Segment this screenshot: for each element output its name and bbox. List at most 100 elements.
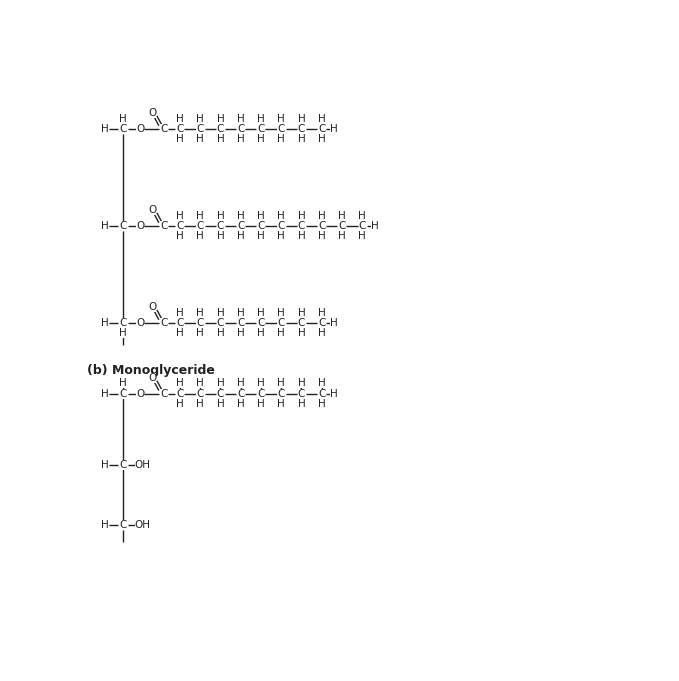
Text: H: H xyxy=(297,210,306,221)
Text: H: H xyxy=(277,379,285,388)
Text: H: H xyxy=(338,210,346,221)
Text: C: C xyxy=(257,221,265,231)
Text: C: C xyxy=(119,460,126,469)
Text: H: H xyxy=(176,210,184,221)
Text: C: C xyxy=(119,389,126,398)
Text: C: C xyxy=(318,221,325,231)
Text: H: H xyxy=(297,379,306,388)
Text: C: C xyxy=(297,221,305,231)
Text: H: H xyxy=(101,389,109,398)
Text: C: C xyxy=(217,389,224,398)
Text: H: H xyxy=(257,399,265,409)
Text: OH: OH xyxy=(134,460,151,469)
Text: C: C xyxy=(237,221,244,231)
Text: H: H xyxy=(277,114,285,124)
Text: H: H xyxy=(217,399,224,409)
Text: H: H xyxy=(331,124,338,134)
Text: C: C xyxy=(237,124,244,134)
Text: H: H xyxy=(101,318,109,328)
Text: O: O xyxy=(136,124,144,134)
Text: H: H xyxy=(257,379,265,388)
Text: H: H xyxy=(237,210,244,221)
Text: C: C xyxy=(318,389,325,398)
Text: C: C xyxy=(160,221,168,231)
Text: H: H xyxy=(196,399,204,409)
Text: H: H xyxy=(217,308,224,318)
Text: H: H xyxy=(101,520,109,530)
Text: H: H xyxy=(318,399,325,409)
Text: H: H xyxy=(277,134,285,144)
Text: H: H xyxy=(176,379,184,388)
Text: H: H xyxy=(176,308,184,318)
Text: C: C xyxy=(257,389,265,398)
Text: H: H xyxy=(196,328,204,338)
Text: C: C xyxy=(297,389,305,398)
Text: H: H xyxy=(237,308,244,318)
Text: H: H xyxy=(217,328,224,338)
Text: H: H xyxy=(237,379,244,388)
Text: H: H xyxy=(237,114,244,124)
Text: C: C xyxy=(176,318,183,328)
Text: H: H xyxy=(119,379,127,388)
Text: H: H xyxy=(297,328,306,338)
Text: O: O xyxy=(136,221,144,231)
Text: C: C xyxy=(196,221,204,231)
Text: C: C xyxy=(196,318,204,328)
Text: O: O xyxy=(136,389,144,398)
Text: H: H xyxy=(297,134,306,144)
Text: H: H xyxy=(217,134,224,144)
Text: C: C xyxy=(196,389,204,398)
Text: C: C xyxy=(176,221,183,231)
Text: C: C xyxy=(119,520,126,530)
Text: C: C xyxy=(297,124,305,134)
Text: H: H xyxy=(196,210,204,221)
Text: C: C xyxy=(257,318,265,328)
Text: H: H xyxy=(237,231,244,241)
Text: H: H xyxy=(277,399,285,409)
Text: H: H xyxy=(257,114,265,124)
Text: C: C xyxy=(278,389,285,398)
Text: C: C xyxy=(318,318,325,328)
Text: O: O xyxy=(148,205,156,215)
Text: O: O xyxy=(148,302,156,312)
Text: O: O xyxy=(148,373,156,383)
Text: C: C xyxy=(196,124,204,134)
Text: C: C xyxy=(176,389,183,398)
Text: C: C xyxy=(119,124,126,134)
Text: H: H xyxy=(277,328,285,338)
Text: C: C xyxy=(160,318,168,328)
Text: H: H xyxy=(237,399,244,409)
Text: H: H xyxy=(297,308,306,318)
Text: H: H xyxy=(331,318,338,328)
Text: H: H xyxy=(257,231,265,241)
Text: H: H xyxy=(257,210,265,221)
Text: H: H xyxy=(101,460,109,469)
Text: H: H xyxy=(359,231,366,241)
Text: H: H xyxy=(371,221,379,231)
Text: H: H xyxy=(176,328,184,338)
Text: C: C xyxy=(257,124,265,134)
Text: H: H xyxy=(196,114,204,124)
Text: H: H xyxy=(217,379,224,388)
Text: H: H xyxy=(217,210,224,221)
Text: O: O xyxy=(148,108,156,118)
Text: C: C xyxy=(278,318,285,328)
Text: H: H xyxy=(237,134,244,144)
Text: H: H xyxy=(318,134,325,144)
Text: H: H xyxy=(297,114,306,124)
Text: H: H xyxy=(338,231,346,241)
Text: H: H xyxy=(277,231,285,241)
Text: H: H xyxy=(176,399,184,409)
Text: C: C xyxy=(119,221,126,231)
Text: C: C xyxy=(338,221,346,231)
Text: H: H xyxy=(297,231,306,241)
Text: C: C xyxy=(318,124,325,134)
Text: C: C xyxy=(359,221,366,231)
Text: OH: OH xyxy=(134,520,151,530)
Text: H: H xyxy=(196,379,204,388)
Text: H: H xyxy=(318,114,325,124)
Text: H: H xyxy=(257,328,265,338)
Text: H: H xyxy=(217,114,224,124)
Text: H: H xyxy=(318,231,325,241)
Text: H: H xyxy=(237,328,244,338)
